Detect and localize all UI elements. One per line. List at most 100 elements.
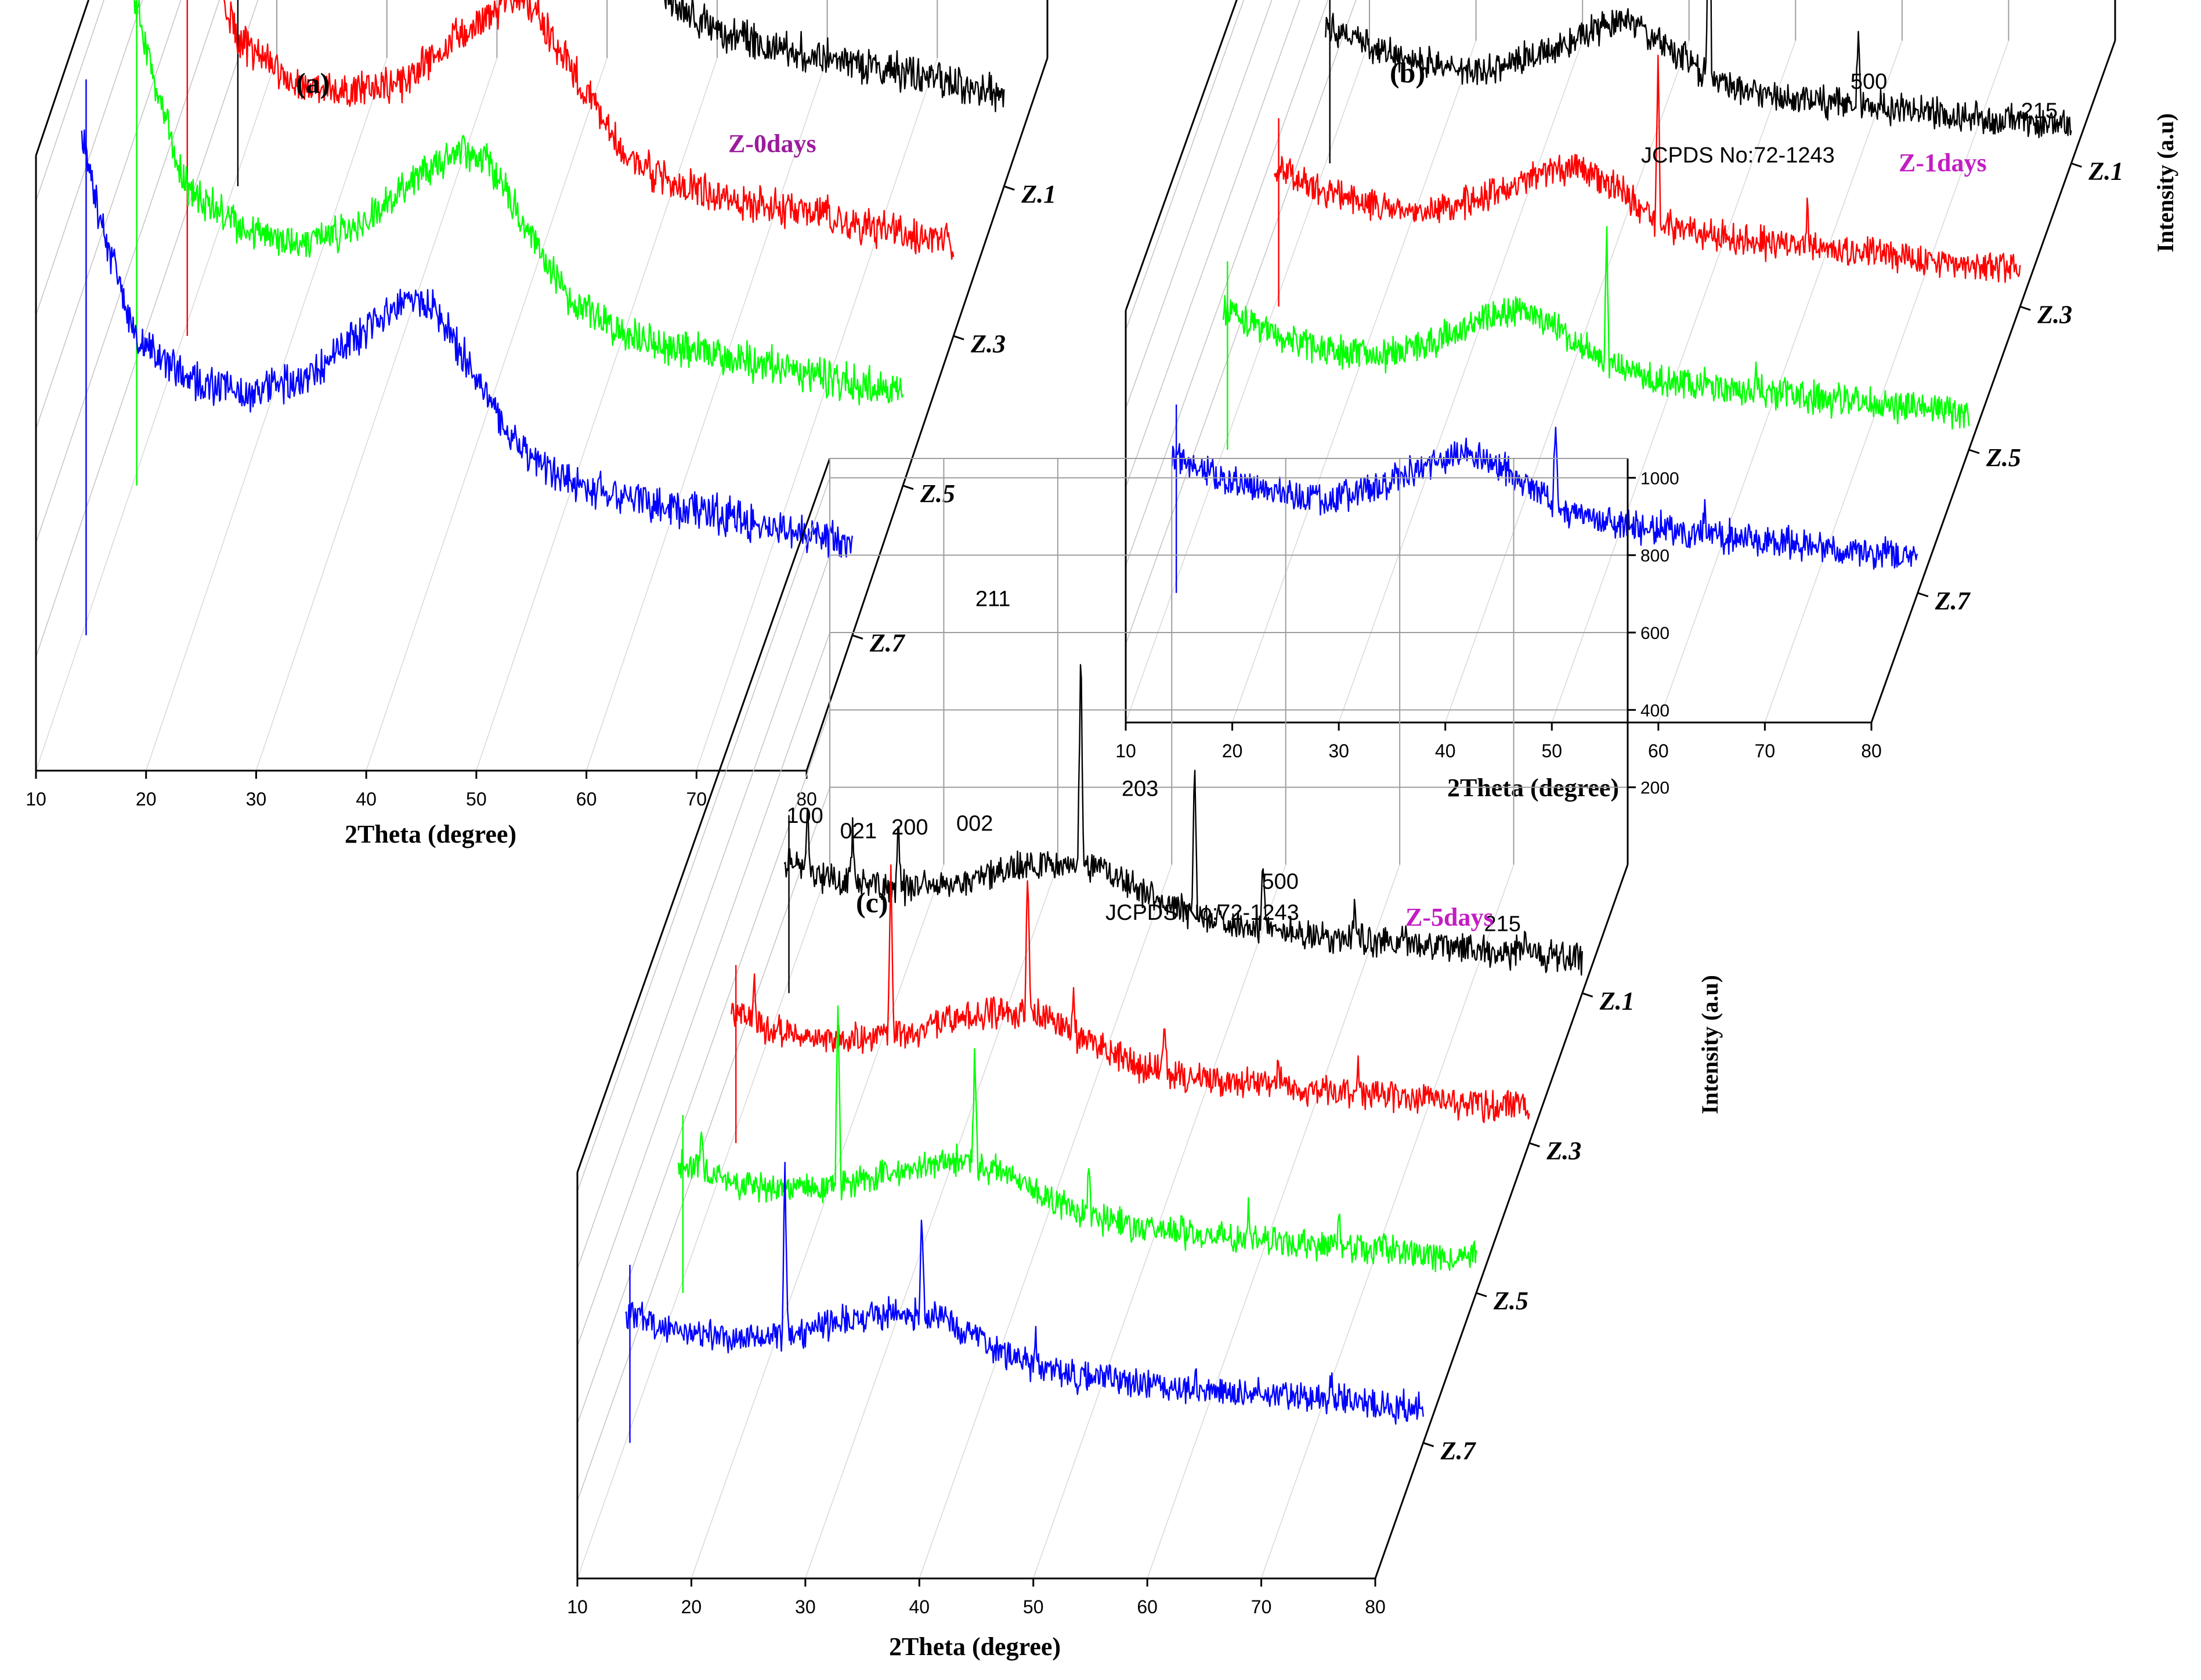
series-line-Z7 — [81, 129, 853, 558]
chart-title: Z-0days — [728, 129, 816, 158]
x-tick-label: 40 — [1435, 740, 1456, 761]
side-grid-line — [577, 632, 830, 1347]
back-grid — [35, 0, 1048, 657]
series-line-Z3 — [731, 864, 1530, 1123]
panel-label: (c) — [856, 886, 888, 919]
row-label-Z7: Z.7 — [869, 629, 906, 657]
row-labels: Z.1 Z.3 Z.5 Z.7 — [1917, 157, 2123, 615]
back-grid — [1125, 0, 2116, 645]
row-tick-mark — [1582, 992, 1593, 998]
floor-grid-line — [1445, 40, 1690, 723]
axes — [1125, 0, 2116, 724]
row-label-Z1: Z.1 — [2088, 157, 2123, 186]
x-tick-label: 50 — [1023, 1596, 1044, 1617]
side-grid-line — [35, 0, 143, 316]
series-line-Z5 — [1222, 226, 1970, 430]
floor-grid-line — [1338, 40, 1583, 723]
row-tick-mark — [953, 335, 964, 341]
peak-label-002: 002 — [956, 811, 993, 836]
row-labels: Z.1 Z.3 Z.5 Z.7 — [852, 180, 1056, 657]
series-group — [81, 0, 1005, 635]
row-label-Z3: Z.3 — [970, 330, 1006, 358]
row-label-Z1: Z.1 — [1599, 987, 1635, 1015]
series-line-Z7 — [1171, 427, 1918, 570]
floor-grid-line — [1147, 864, 1400, 1579]
floor-grid-line — [1764, 40, 2010, 723]
series-line-Z1 — [664, 0, 1005, 113]
peak-label-200: 200 — [891, 815, 928, 840]
floor-grid-line — [805, 864, 1058, 1579]
row-tick-mark — [1968, 449, 1980, 454]
side-grid-line — [1125, 0, 1357, 645]
side-grid-line — [577, 555, 830, 1269]
top-depth-axis-line — [35, 0, 90, 156]
x-tick-label: 80 — [1365, 1596, 1386, 1617]
side-grid-line — [35, 0, 220, 543]
chart-title: Z-1days — [1899, 149, 1987, 177]
series-line-Z1 — [1325, 0, 2072, 139]
floor-grid-line — [586, 57, 828, 771]
x-tick-label: 20 — [136, 789, 157, 810]
x-axis-ticks: 10 20 30 40 50 60 70 80 — [1115, 722, 1882, 761]
x-tick-label: 70 — [1251, 1596, 1272, 1617]
row-labels: Z.1 Z.3 Z.5 Z.7 — [1423, 987, 1635, 1465]
floor-grid-line — [1231, 40, 1477, 723]
side-grid-line — [35, 0, 182, 429]
peak-label-203: 203 — [1122, 776, 1158, 801]
depth-axis-line — [1374, 864, 1629, 1579]
floor-grid-line — [577, 864, 830, 1579]
x-tick-label: 40 — [356, 789, 377, 810]
x-axis-ticks: 10 20 30 40 50 60 70 80 — [567, 1578, 1386, 1617]
x-tick-label: 30 — [1328, 740, 1349, 761]
y-axis-ticks: 200 400 600 800 1000 — [1628, 469, 1679, 798]
back-grid — [577, 458, 1628, 1501]
floor-grid-line — [1125, 40, 1370, 723]
series-line-Z1 — [783, 664, 1583, 976]
x-tick-label: 50 — [466, 789, 487, 810]
row-tick-mark — [1423, 1441, 1434, 1447]
floor-grid-line — [696, 57, 938, 771]
axes — [576, 458, 1629, 1580]
row-label-Z3: Z.3 — [1546, 1137, 1581, 1165]
peak-label-211: 211 — [975, 587, 1011, 612]
depth-axis-line — [1870, 40, 2116, 723]
y-tick-label: 1000 — [1640, 469, 1679, 488]
y-tick-label: 200 — [1640, 779, 1669, 798]
floor-grid-line — [366, 57, 608, 771]
peak-label-215: 215 — [2021, 99, 2058, 124]
row-label-Z7: Z.7 — [1440, 1436, 1477, 1465]
row-label-Z5: Z.5 — [1986, 443, 2021, 472]
x-tick-label: 50 — [1541, 740, 1562, 761]
floor-grid-line — [1260, 864, 1515, 1579]
peak-label-100: 100 — [786, 804, 823, 828]
row-label-Z3: Z.3 — [2037, 300, 2072, 328]
y-tick-label: 400 — [1640, 701, 1669, 720]
series-line-Z7 — [625, 1161, 1424, 1425]
y-axis-label: Intensity (a.u) — [1697, 975, 1723, 1114]
side-grid-line — [35, 0, 104, 201]
peak-label-215: 215 — [1484, 912, 1520, 937]
floor-grid-line — [1033, 864, 1286, 1579]
x-tick-label: 20 — [681, 1596, 702, 1617]
y-tick-label: 600 — [1640, 624, 1669, 643]
row-tick-mark — [852, 634, 863, 640]
side-grid-line — [1125, 0, 1300, 487]
floor-grid-line — [476, 57, 718, 771]
series-line-Z5 — [133, 0, 904, 406]
row-tick-mark — [1476, 1292, 1487, 1298]
row-label-Z7: Z.7 — [1935, 587, 1971, 615]
series-line-Z3 — [1274, 55, 2021, 283]
floor-grid-line — [691, 864, 945, 1579]
peak-label-500: 500 — [1851, 70, 1887, 94]
side-grid-line — [1125, 0, 1245, 331]
jcpds-label: JCPDS No:72-1243 — [1641, 143, 1835, 168]
x-tick-label: 60 — [576, 789, 597, 810]
row-tick-mark — [1917, 592, 1929, 598]
axes — [35, 0, 1049, 772]
jcpds-label: JCPDS No:72-1243 — [1105, 901, 1299, 925]
x-tick-label: 60 — [1137, 1596, 1158, 1617]
side-grid-line — [1125, 0, 1329, 566]
